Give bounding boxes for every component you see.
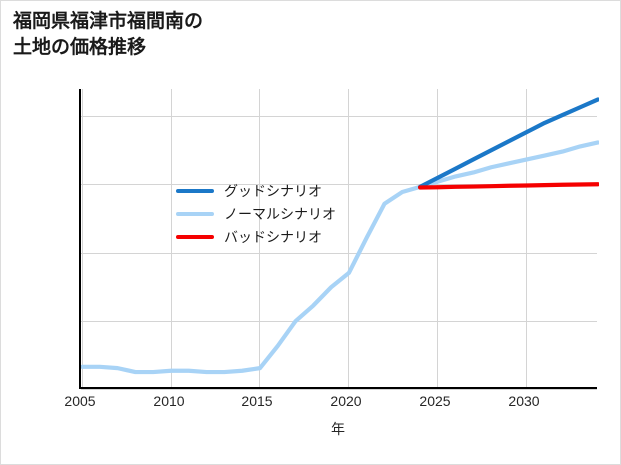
gridline-y-35 <box>81 116 597 117</box>
legend-item-good: グッドシナリオ <box>176 179 336 202</box>
x-tick-2015: 2015 <box>241 393 273 409</box>
legend-swatch-bad <box>176 234 214 239</box>
gridline-x-2005 <box>82 89 83 387</box>
gridline-y-25 <box>81 253 597 254</box>
series-line-good <box>417 97 599 189</box>
legend-label-good: グッドシナリオ <box>224 182 322 199</box>
gridline-y-20 <box>81 321 597 322</box>
x-tick-2020: 2020 <box>330 393 362 409</box>
page-title: 福岡県福津市福間南の 土地の価格推移 <box>13 11 204 58</box>
gridline-x-2015 <box>259 89 260 387</box>
series-line-normal <box>81 140 599 375</box>
legend-label-normal: ノーマルシナリオ <box>224 205 336 222</box>
legend-item-normal: ノーマルシナリオ <box>176 202 336 225</box>
legend-item-bad: バッドシナリオ <box>176 225 336 248</box>
x-tick-2005: 2005 <box>64 393 96 409</box>
gridline-x-2030 <box>526 89 527 387</box>
x-axis-label: 年 <box>331 421 345 437</box>
legend-swatch-normal <box>176 211 214 216</box>
gridline-y-15 <box>81 389 597 390</box>
x-tick-2030: 2030 <box>508 393 540 409</box>
gridline-x-2010 <box>171 89 172 387</box>
gridline-y-30 <box>81 184 597 185</box>
legend-label-bad: バッドシナリオ <box>224 228 322 245</box>
chart-legend: グッドシナリオ ノーマルシナリオ バッドシナリオ <box>176 179 336 248</box>
x-tick-2025: 2025 <box>419 393 451 409</box>
legend-swatch-good <box>176 188 214 193</box>
x-tick-2010: 2010 <box>153 393 185 409</box>
series-line-bad <box>417 182 599 190</box>
gridline-x-2025 <box>437 89 438 387</box>
series-plot <box>81 97 599 375</box>
plot-area: グッドシナリオ ノーマルシナリオ バッドシナリオ <box>79 89 599 390</box>
gridline-x-2020 <box>348 89 349 387</box>
